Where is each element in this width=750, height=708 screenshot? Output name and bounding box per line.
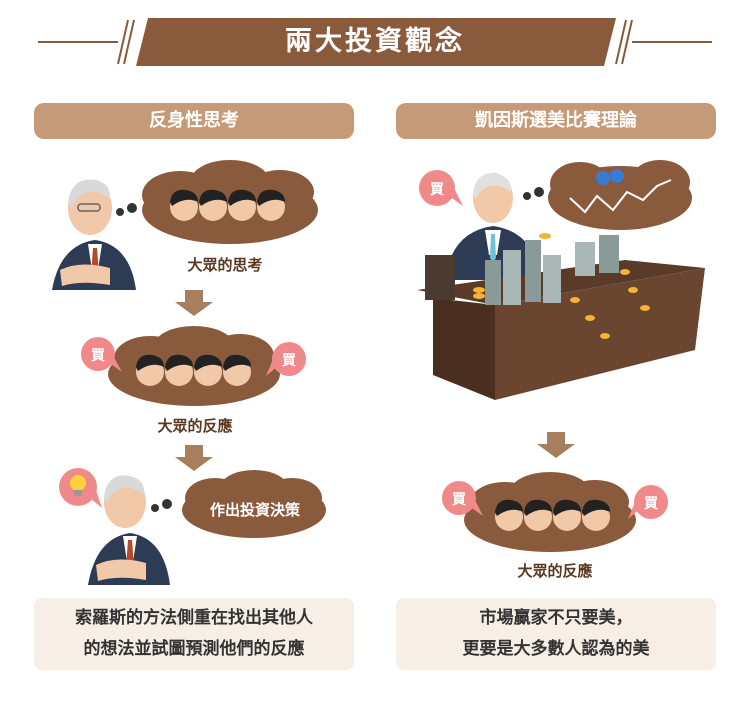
right-summary: 市場贏家不只要美， 更要是大多數人認為的美 (396, 598, 716, 670)
crowd-reaction-label: 大眾的反應 (157, 417, 233, 435)
buy-bubble (634, 485, 668, 519)
left-illustration (52, 160, 326, 585)
crowd-faces-1 (170, 189, 285, 221)
title-banner (0, 0, 750, 80)
down-arrow (175, 445, 213, 471)
decision-cloud (182, 470, 326, 538)
down-arrow (175, 290, 213, 316)
city-buildings (485, 235, 619, 305)
lightbulb-icon (59, 468, 102, 508)
buy-label: 買 (282, 353, 296, 369)
left-summary-line-2: 的想法並試圖預測他們的反應 (83, 639, 305, 659)
right-summary-line-1: 市場贏家不只要美， (479, 608, 633, 628)
left-summary: 索羅斯的方法側重在找出其他人 的想法並試圖預測他們的反應 (34, 598, 354, 670)
buy-bubble (272, 342, 306, 376)
market-thought-cloud (548, 160, 692, 230)
decision-label: 作出投資決策 (209, 501, 300, 519)
right-heading: 凱因斯選美比賽理論 (396, 103, 716, 139)
right-summary-line-2: 更要是大多數人認為的美 (462, 639, 650, 659)
crowd-faces-2 (136, 354, 251, 386)
crowd-reaction-label: 大眾的反應 (517, 562, 593, 580)
buy-label: 買 (644, 496, 658, 512)
like-icon (610, 169, 624, 183)
left-heading: 反身性思考 (34, 103, 354, 139)
right-illustration (417, 160, 705, 552)
crowd-thinking-label: 大眾的思考 (187, 256, 263, 274)
left-summary-line-1: 索羅斯的方法側重在找出其他人 (75, 608, 313, 628)
buy-bubble (81, 337, 115, 371)
buy-bubble (419, 170, 455, 206)
buy-label: 買 (452, 492, 466, 508)
coins (473, 233, 650, 339)
title-banner-graphic (38, 18, 712, 66)
page-title: 兩大投資觀念 (285, 26, 465, 57)
crowd-faces-3 (495, 499, 610, 531)
buy-bubble (442, 481, 476, 515)
investor-figure (52, 179, 136, 290)
down-arrow (537, 432, 575, 458)
buy-label: 買 (91, 348, 105, 364)
investor-figure (88, 475, 170, 585)
like-icon (596, 171, 610, 185)
crowd-reaction-cloud (108, 326, 280, 406)
buy-label: 買 (430, 182, 444, 198)
